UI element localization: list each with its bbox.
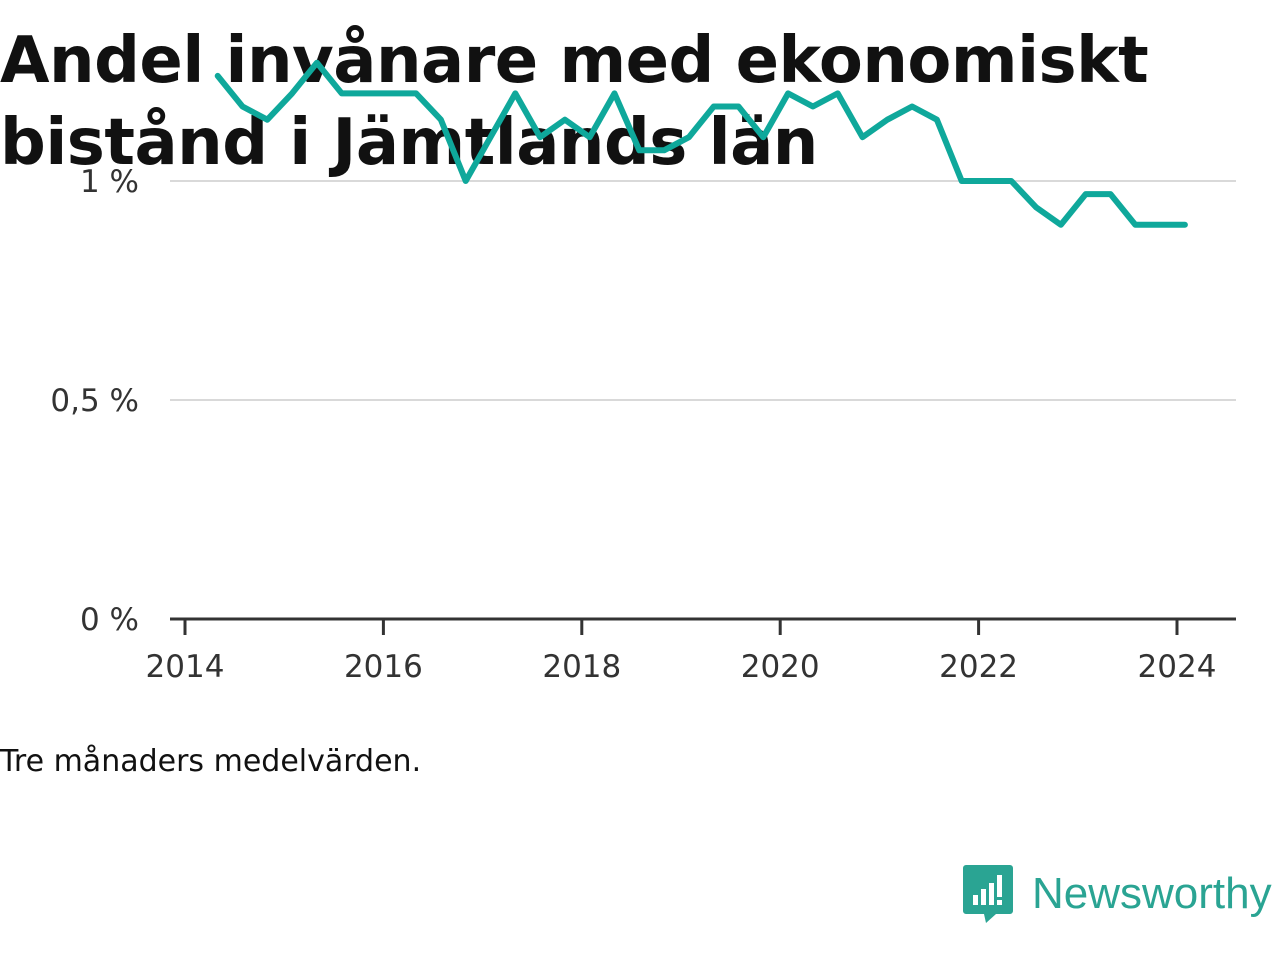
x-tick-label: 2014: [146, 649, 225, 685]
gridlines: [170, 180, 1236, 401]
x-tick-label: 2016: [344, 649, 423, 685]
data-points: [217, 62, 1186, 225]
x-tick-label: 2018: [542, 649, 621, 685]
x-tick-label: 2022: [939, 649, 1018, 685]
y-tick-label: 0,5 %: [50, 383, 139, 419]
x-tick-label: 2024: [1138, 649, 1217, 685]
y-tick-label: 1 %: [80, 164, 139, 200]
x-axis-ticks: 2014 2016 2018 2020 2022 2024: [146, 619, 1217, 685]
brand-logo[interactable]: Newsworthy: [962, 862, 1272, 926]
newsworthy-logo-icon: [963, 865, 1013, 923]
footnote: Tre månaders medelvärden.: [0, 744, 422, 779]
y-axis-ticks: 0 % 0,5 % 1 %: [50, 164, 139, 638]
y-tick-label: 0 %: [80, 602, 139, 638]
x-tick-label: 2020: [741, 649, 820, 685]
brand-name: Newsworthy: [1032, 869, 1272, 918]
series-line: [214, 59, 1188, 228]
